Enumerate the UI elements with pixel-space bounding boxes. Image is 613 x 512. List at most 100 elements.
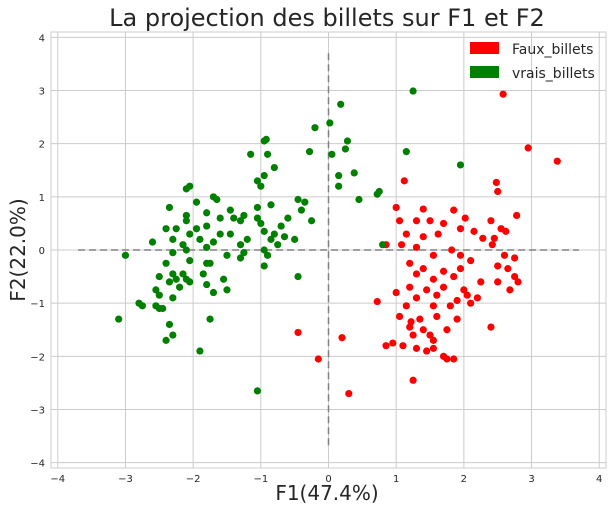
legend-label-vrais: vrais_billets [512,66,595,82]
faux-billet-point [412,217,421,225]
vrai-billet-point [236,241,245,249]
vrai-billet-point [260,262,268,270]
vrai-billet-point [243,235,251,243]
vrai-billet-point [148,238,157,246]
vrai-billet-point [350,169,358,177]
faux-billet-point [400,177,408,185]
vrai-billet-point [203,243,211,251]
faux-billet-point [406,283,414,291]
faux-billet-point [506,286,514,294]
vrai-billet-point [169,331,177,339]
vrai-billet-point [274,241,282,249]
faux-billet-point [450,355,458,363]
vrai-billet-point [219,275,228,283]
faux-billet-point [412,344,421,352]
faux-billet-point [426,217,434,225]
vrai-billet-point [253,214,262,222]
vrai-billet-point [226,206,234,214]
legend-swatch-vrais [470,66,499,78]
faux-billet-point [487,217,495,225]
vrai-billet-point [182,217,190,225]
vrai-billet-point [226,230,234,238]
faux-billet-point [439,283,448,291]
vrai-billet-point [341,145,350,153]
faux-billet-point [513,211,521,220]
vrai-billet-point [115,315,123,323]
vrai-billet-point [213,195,221,204]
vrai-billet-point [169,270,177,278]
vrai-billet-point [199,270,207,278]
faux-billet-point [395,217,404,225]
vrai-billet-point [307,217,316,225]
faux-billet-point [412,294,421,302]
faux-billet-point [314,355,322,363]
vrai-billet-point [216,214,224,222]
vrai-billet-point [175,283,184,291]
vrai-billet-point [240,249,248,257]
vrai-billet-point [169,235,177,243]
faux-billet-point [504,265,512,273]
x-tick-label: 4 [596,474,602,485]
vrai-billet-point [172,275,180,283]
faux-billet-point [429,336,438,344]
faux-billet-point [412,243,421,251]
vrai-billet-point [456,161,465,169]
faux-billet-point [511,272,519,281]
vrai-billet-point [263,251,272,259]
vrai-billet-point [169,249,177,257]
x-tick-label: −4 [50,474,65,485]
y-tick-label: 3 [39,86,45,97]
faux-billet-point [456,251,465,259]
faux-billet-point [502,227,510,235]
vrai-billet-point [337,100,345,108]
faux-billet-point [494,187,502,196]
faux-billet-point [294,328,302,337]
vrai-billet-point [294,272,302,281]
faux-billet-point [429,251,438,259]
faux-billet-point [423,347,431,355]
faux-billet-point [461,214,469,222]
vrai-billet-point [203,209,211,217]
faux-billet-point [490,234,498,242]
vrai-billet-point [209,288,218,297]
faux-billet-point [460,286,468,294]
vrai-billet-point [262,135,270,144]
x-tick-labels: −4 −3 −2 −1 0 1 2 3 4 [50,474,602,485]
vrai-billet-point [240,211,248,220]
vrai-billet-point [247,150,255,158]
faux-billet-point [456,225,465,233]
vrai-billet-point [409,87,417,95]
vrai-billet-point [192,225,201,233]
vrai-billet-point [270,230,278,238]
vrai-billet-point [291,235,299,243]
faux-billet-point [488,241,496,249]
vrai-billet-point [206,315,214,323]
faux-billet-point [395,312,404,321]
faux-billet-point [467,299,475,307]
vrai-billet-point [260,171,268,180]
faux-billet-point [514,278,522,286]
y-tick-label: 4 [39,33,45,44]
faux-billet-point [338,334,346,342]
faux-billet-point [373,297,381,306]
vrai-billet-point [162,336,170,344]
vrai-billet-point [138,302,146,310]
vrai-billet-point [328,150,336,158]
faux-billet-point [450,206,458,214]
faux-billet-point [448,246,456,254]
faux-billet-point [429,344,438,352]
vrai-billet-point [253,177,262,185]
vrai-billet-point [179,270,187,278]
vrai-billet-point [253,387,262,395]
vrai-billet-point [253,203,262,212]
x-tick-label: 3 [528,474,534,485]
vrai-billet-point [335,171,343,180]
x-tick-label: −3 [118,474,133,485]
y-tick-label: 0 [39,246,45,257]
faux-billet-point [382,342,390,350]
faux-billet-point [409,331,417,339]
vrai-billet-point [165,320,174,329]
faux-billet-point [450,272,458,281]
vrai-billet-point [172,225,180,233]
vrai-billet-point [267,201,275,209]
